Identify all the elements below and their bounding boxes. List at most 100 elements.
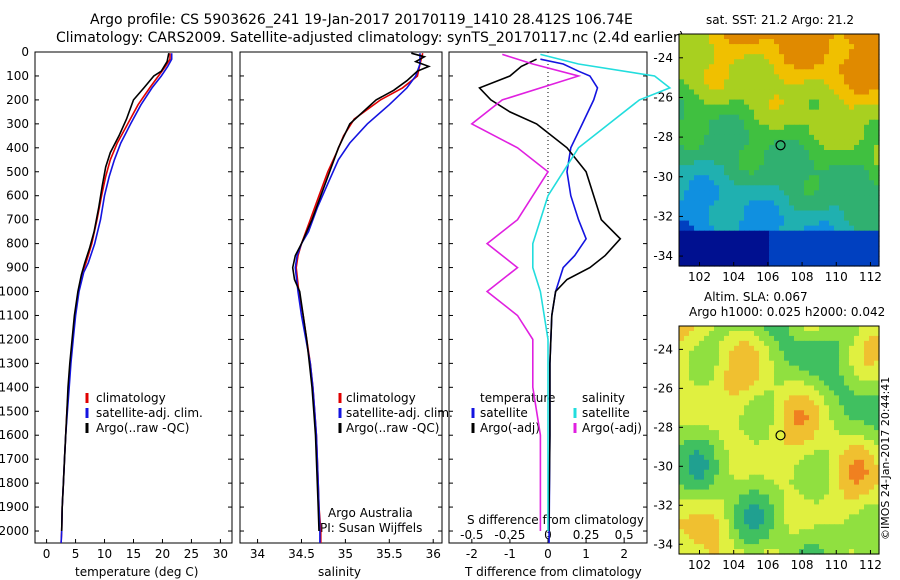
map-cell <box>744 64 750 70</box>
map-cell <box>744 385 750 392</box>
map-cell <box>729 390 735 396</box>
map-cell <box>764 160 770 166</box>
map-cell <box>719 74 725 80</box>
map-cell <box>759 479 765 486</box>
map-cell <box>784 84 790 91</box>
map-cell <box>779 39 785 45</box>
map-cell <box>784 139 790 146</box>
map-cell <box>684 330 690 337</box>
map-cell <box>874 549 880 555</box>
map-cell <box>809 489 815 496</box>
map-cell <box>784 534 790 540</box>
map-cell <box>869 225 875 232</box>
map-cell <box>794 529 800 535</box>
map-cell <box>729 345 735 352</box>
map-cell <box>849 220 855 227</box>
map-cell <box>789 494 795 501</box>
map-cell <box>694 375 700 382</box>
map-cell <box>774 340 780 347</box>
map-cell <box>789 420 795 426</box>
map-cell <box>874 230 880 237</box>
map-cell <box>789 240 795 247</box>
map-cell <box>684 509 690 515</box>
map-cell <box>754 479 760 486</box>
map-cell <box>794 469 800 476</box>
map-cell <box>844 215 850 222</box>
map-cell <box>714 449 720 456</box>
map-cell <box>809 119 815 126</box>
map-cell <box>819 375 825 382</box>
map-cell <box>829 405 835 411</box>
y-tick-label: 1700 <box>0 452 29 466</box>
map-cell <box>814 195 820 202</box>
map-cell <box>714 155 720 161</box>
map-cell <box>804 134 810 141</box>
map-cell <box>799 185 805 191</box>
map-cell <box>694 380 700 387</box>
map-cell <box>729 260 735 267</box>
map-cell <box>849 459 855 466</box>
map-cell <box>814 109 820 116</box>
map-cell <box>719 519 725 525</box>
map-cell <box>794 150 800 156</box>
map-cell <box>814 59 820 65</box>
map-cell <box>844 129 850 136</box>
map-cell <box>864 49 870 55</box>
map-cell <box>794 84 800 91</box>
map-cell <box>804 245 810 252</box>
map-cell <box>779 124 785 131</box>
map-cell <box>679 39 685 45</box>
map-cell <box>689 484 695 491</box>
map-cell <box>759 544 765 550</box>
map-cell <box>814 230 820 237</box>
map-cell <box>804 479 810 486</box>
map-cell <box>714 549 720 555</box>
map-cell <box>744 410 750 416</box>
map-cell <box>689 205 695 212</box>
map-cell <box>819 395 825 401</box>
map-cell <box>804 74 810 80</box>
map-cell <box>809 69 815 75</box>
map-cell <box>754 215 760 222</box>
map-cell <box>804 534 810 540</box>
map-cell <box>844 240 850 247</box>
map-cell <box>694 360 700 367</box>
map-cell <box>709 534 715 540</box>
map-cell <box>714 529 720 535</box>
map-cell <box>864 94 870 101</box>
map-cell <box>679 150 685 156</box>
map-cell <box>759 335 765 342</box>
map-cell <box>824 375 830 382</box>
map-cell <box>699 54 705 60</box>
map-cell <box>764 39 770 45</box>
map-cell <box>759 144 765 151</box>
map-cell <box>769 109 775 116</box>
map-cell <box>679 215 685 222</box>
map-cell <box>699 165 705 171</box>
map-cell <box>799 335 805 342</box>
map-cell <box>819 64 825 70</box>
map-cell <box>849 150 855 156</box>
map-cell <box>839 155 845 161</box>
map-cell <box>684 544 690 550</box>
map-cell <box>739 544 745 550</box>
map-cell <box>819 255 825 262</box>
map-cell <box>789 220 795 227</box>
map-cell <box>824 49 830 55</box>
map-cell <box>869 144 875 151</box>
map-cell <box>849 210 855 217</box>
map-cell <box>764 114 770 121</box>
map-cell <box>869 385 875 392</box>
map-cell <box>729 160 735 166</box>
map-cell <box>854 150 860 156</box>
map-cell <box>849 504 855 510</box>
map-cell <box>864 129 870 136</box>
map-cell <box>794 69 800 75</box>
map-cell <box>704 514 710 520</box>
map-cell <box>829 345 835 352</box>
map-cell <box>799 114 805 121</box>
map-cell <box>859 99 865 106</box>
map-cell <box>849 405 855 411</box>
map-cell <box>719 144 725 151</box>
map-cell <box>769 514 775 520</box>
